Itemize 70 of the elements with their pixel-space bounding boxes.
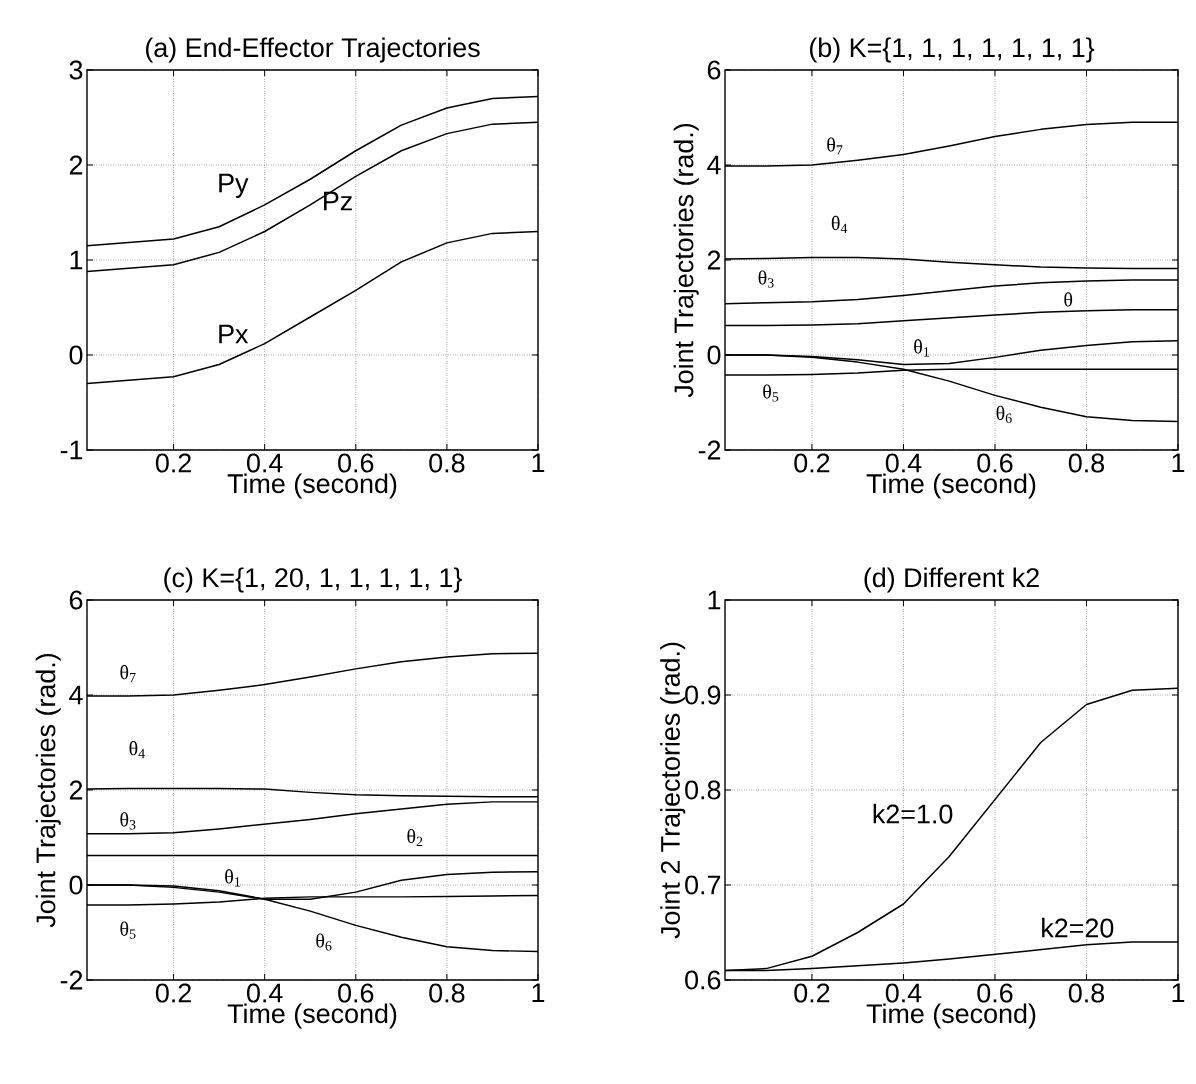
x-tick-label: 0.8 [429, 453, 465, 473]
x-tick-label: 0.2 [155, 453, 191, 473]
x-tick-label: 0.6 [338, 453, 374, 473]
y-tick-label: 0.8 [685, 780, 721, 800]
y-tick-label: 6 [69, 590, 83, 610]
series-label: θ$_{4}$ [129, 741, 145, 759]
x-tick-label: 0.6 [977, 453, 1013, 473]
y-tick-label: 0 [69, 345, 83, 365]
x-tick-label: 0.6 [977, 983, 1013, 1003]
x-axis-title: Time (second) [866, 1003, 1036, 1029]
series-label: k2=20 [1042, 917, 1114, 938]
y-tick-label: 0.9 [685, 685, 721, 705]
series-label: θ$_{1}$ [225, 869, 240, 887]
x-tick-label: 0.8 [1068, 983, 1105, 1003]
x-tick-label: 0.2 [794, 453, 830, 473]
chart-title: (b) K={1, 1, 1, 1, 1, 1, 1} [810, 37, 1095, 63]
y-tick-label: 1 [708, 590, 721, 610]
series-label: Py [219, 173, 249, 198]
y-tick-label: 4 [69, 685, 83, 705]
x-tick-label: 0.4 [885, 983, 922, 1003]
series-label: θ$_{3}$ [758, 270, 774, 288]
series-label: k2=1.0 [873, 803, 953, 824]
series-label: θ$_{3}$ [120, 812, 136, 830]
y-tick-label: 1 [70, 250, 83, 270]
x-tick-label: 1 [532, 453, 545, 473]
x-tick-label: 0.8 [1068, 453, 1105, 473]
series-label: θ$_{2}$ [407, 828, 423, 847]
y-tick-label: 0.7 [685, 875, 721, 895]
x-tick-label: 0.2 [155, 983, 191, 1003]
y-axis-title: Joint 2 Trajectories (rad.) [660, 642, 686, 939]
x-tick-label: 0.4 [247, 453, 283, 473]
x-tick-label: 0.8 [429, 983, 465, 1003]
y-tick-label: 0 [707, 345, 721, 365]
series-label: θ$_{5}$ [120, 921, 136, 939]
x-axis-title: Time (second) [866, 473, 1036, 499]
y-tick-label: 4 [707, 155, 721, 175]
y-tick-label: 3 [69, 60, 83, 80]
y-tick-label: -2 [698, 440, 721, 460]
series-label: θ$_{7}$ [120, 665, 136, 683]
x-tick-label: 0.2 [794, 983, 830, 1003]
x-tick-label: 0.6 [338, 983, 374, 1003]
series-label: θ$_{7}$ [827, 137, 843, 155]
x-tick-label: 0.4 [885, 453, 922, 473]
y-tick-label: 2 [69, 155, 83, 175]
x-axis-title: Time (second) [227, 473, 397, 499]
x-tick-label: 1 [1172, 983, 1185, 1003]
y-axis-title: Joint Trajectories (rad.) [35, 653, 61, 928]
x-axis-title: Time (second) [227, 1003, 397, 1029]
chart-title: (a) End-Effector Trajectories [145, 37, 480, 63]
y-tick-label: -2 [60, 970, 83, 990]
series-label: Pz [324, 191, 352, 211]
y-tick-label: 0 [69, 875, 83, 895]
x-tick-label: 1 [1172, 453, 1185, 473]
series-label: θ$_{6}$ [996, 405, 1012, 423]
series-label: Px [219, 324, 249, 344]
y-axis-title: Joint Trajectories (rad.) [673, 123, 699, 398]
x-tick-label: 1 [532, 983, 545, 1003]
series-label: θ$_{6}$ [316, 933, 332, 951]
chart-title: (c) K={1, 20, 1, 1, 1, 1, 1} [164, 567, 462, 593]
series-label: θ$_{5}$ [763, 384, 779, 402]
y-tick-label: 2 [69, 780, 83, 800]
y-tick-label: -1 [60, 440, 83, 460]
series-label: θ [1064, 292, 1073, 307]
y-tick-label: 0.6 [685, 970, 721, 990]
x-tick-label: 0.4 [247, 983, 283, 1003]
chart-title: (d) Different k2 [864, 567, 1039, 593]
y-tick-label: 6 [707, 60, 721, 80]
series-label: θ$_{1}$ [914, 339, 929, 357]
series-label: θ$_{4}$ [831, 215, 848, 233]
y-tick-label: 2 [707, 250, 721, 270]
